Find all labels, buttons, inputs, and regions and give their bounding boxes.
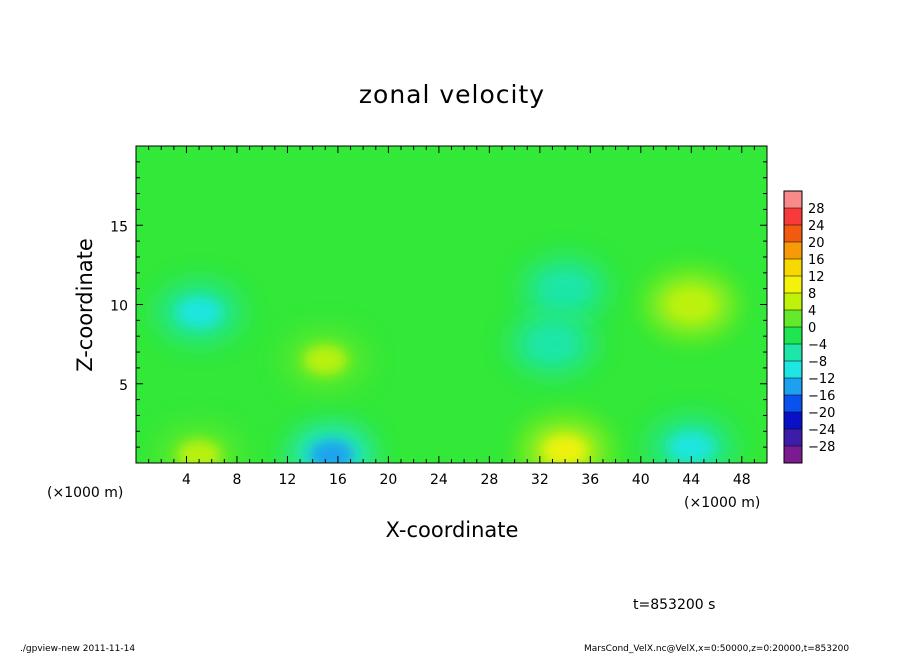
field-feature-core <box>303 344 348 375</box>
colorbar-swatch <box>784 310 802 328</box>
colorbar-swatch <box>784 412 802 430</box>
x-tick-label: 48 <box>733 472 751 488</box>
colorbar-swatch <box>784 344 802 362</box>
colorbar-swatch <box>784 242 802 260</box>
x-tick-label: 8 <box>232 472 241 488</box>
colorbar-label: −12 <box>808 372 835 387</box>
colorbar-swatch <box>784 208 802 226</box>
field-feature-core <box>309 440 354 463</box>
y-tick-label: 5 <box>119 378 128 394</box>
colorbar-label: 12 <box>808 270 825 285</box>
field-feature-core <box>669 432 714 463</box>
y-tick-label: 10 <box>110 299 128 315</box>
colorbar-swatch <box>784 276 802 294</box>
colorbar-label: −8 <box>808 355 827 370</box>
x-tick-label: 28 <box>480 472 498 488</box>
colorbar-label: 0 <box>808 321 816 336</box>
colorbar-swatch <box>784 225 802 243</box>
x-tick-label: 4 <box>182 472 191 488</box>
x-tick-label: 40 <box>632 472 650 488</box>
colorbar-label: −4 <box>808 338 827 353</box>
colorbar-swatch <box>784 327 802 345</box>
colorbar-swatch <box>784 395 802 413</box>
colorbar-swatch <box>784 446 802 464</box>
colorbar-swatch <box>784 259 802 277</box>
y-axis: 5 10 15 <box>110 161 767 448</box>
x-tick-label: 20 <box>379 472 397 488</box>
field-feature-core <box>543 435 588 463</box>
plot-area <box>136 146 767 463</box>
x-tick-label: 36 <box>581 472 599 488</box>
field-features <box>157 258 734 463</box>
colorbar-swatch <box>784 191 802 209</box>
colorbar-swatch <box>784 293 802 311</box>
x-axis-label: X-coordinate <box>386 518 519 542</box>
y-tick-label: 15 <box>110 219 128 235</box>
field-feature-core <box>543 273 588 304</box>
colorbar-label: −16 <box>808 389 835 404</box>
colorbar-label: 4 <box>808 304 816 319</box>
x-unit-right: (×1000 m) <box>684 495 760 511</box>
field-feature-core <box>177 440 222 463</box>
colorbar-label: 24 <box>808 219 825 234</box>
colorbar-swatch <box>784 361 802 379</box>
chart-title: zonal velocity <box>359 80 545 109</box>
colorbar-label: 20 <box>808 236 825 251</box>
colorbar: 28 24 20 16 12 8 4 0 −4 −8 −12 −16 −20 −24 −28 <box>783 190 835 464</box>
x-tick-label: 12 <box>279 472 297 488</box>
colorbar-label: −20 <box>808 406 835 421</box>
x-tick-label: 32 <box>531 472 549 488</box>
x-unit-left: (×1000 m) <box>47 485 123 501</box>
x-tick-label: 44 <box>682 472 700 488</box>
x-tick-label: 24 <box>430 472 448 488</box>
x-axis: 4 8 12 16 20 24 28 32 36 40 44 48 <box>148 146 755 488</box>
colorbar-swatch <box>784 429 802 447</box>
time-label: t=853200 s <box>633 597 715 613</box>
field-feature-core <box>530 329 575 360</box>
colorbar-label: −24 <box>808 423 835 438</box>
colorbar-swatch <box>784 378 802 396</box>
x-tick-label: 16 <box>329 472 347 488</box>
y-axis-label: Z-coordinate <box>73 238 97 372</box>
colorbar-label: −28 <box>808 440 835 455</box>
colorbar-label: 8 <box>808 287 816 302</box>
footer-right: MarsCond_VelX.nc@VelX,x=0:50000,z=0:2000… <box>584 644 849 654</box>
field-feature-core <box>177 297 222 328</box>
field-feature-core <box>669 289 714 320</box>
colorbar-label: 16 <box>808 253 825 268</box>
colorbar-label: 28 <box>808 202 825 217</box>
footer-left: ./gpview-new 2011-11-14 <box>20 644 135 654</box>
